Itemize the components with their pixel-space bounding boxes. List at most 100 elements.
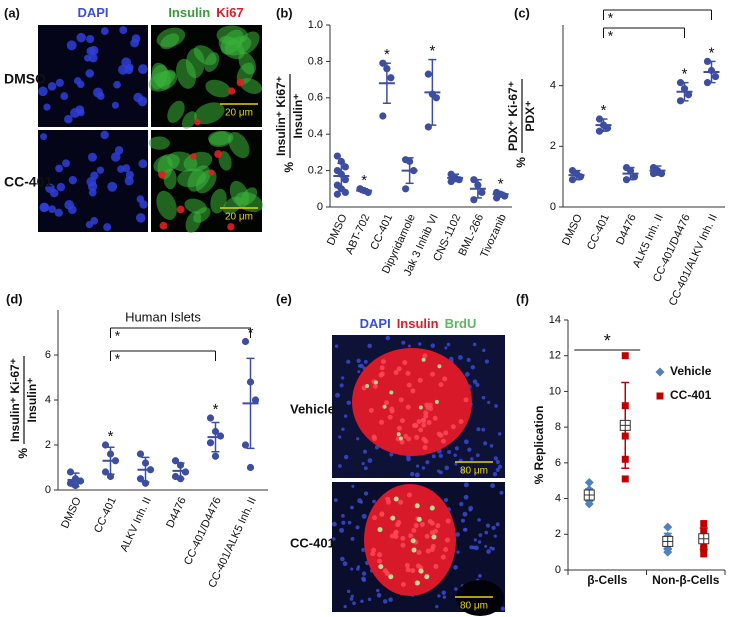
- nucleus: [429, 505, 435, 511]
- nucleus: [347, 520, 352, 525]
- nucleus: [477, 540, 482, 544]
- data-point: [387, 74, 395, 82]
- nucleus: [406, 382, 412, 388]
- nucleus: [423, 438, 429, 444]
- nucleus: [433, 563, 439, 569]
- nucleus: [471, 545, 476, 550]
- nucleus: [454, 587, 458, 591]
- nucleus: [438, 382, 444, 388]
- bracket-star: *: [608, 10, 614, 26]
- nucleus: [396, 425, 402, 431]
- nucleus: [491, 525, 496, 530]
- nucleus: [422, 353, 428, 359]
- nucleus: [481, 395, 486, 400]
- data-point: [684, 91, 693, 99]
- x-tick-label: DMSO: [560, 212, 585, 247]
- data-point: [241, 337, 250, 346]
- nucleus: [432, 415, 438, 421]
- nucleus: [443, 547, 449, 553]
- chart-title: Human Islets: [125, 309, 201, 324]
- nucleus: [367, 597, 372, 602]
- nucleus: [490, 483, 496, 488]
- nucleus: [45, 183, 55, 194]
- nucleus: [342, 561, 348, 567]
- channel-label: Insulin: [168, 5, 210, 20]
- channel-label: Insulin: [397, 316, 439, 331]
- nucleus: [444, 497, 449, 502]
- data-point: [424, 70, 432, 78]
- bracket-star: *: [608, 28, 614, 44]
- nucleus: [343, 454, 349, 460]
- nucleus: [441, 590, 446, 595]
- nucleus: [460, 468, 466, 473]
- nucleus: [379, 365, 385, 371]
- nucleus: [463, 482, 469, 488]
- x-tick-label: ALKV Inh. II: [118, 495, 154, 553]
- nucleus: [436, 469, 441, 473]
- nucleus: [47, 82, 57, 91]
- y-tick-label: 12: [549, 350, 561, 362]
- y-tick-label: 0: [45, 484, 51, 496]
- nucleus: [349, 597, 354, 601]
- significance-star: *: [709, 44, 715, 61]
- nucleus: [398, 499, 404, 505]
- significance-star: *: [361, 172, 367, 189]
- nucleus: [90, 171, 99, 180]
- nucleus: [373, 380, 378, 385]
- data-point: [630, 173, 639, 181]
- cell: [228, 131, 250, 159]
- scale-bar-label: 80 μm: [460, 601, 488, 612]
- panel-label: (f): [516, 291, 529, 306]
- nucleus: [100, 130, 109, 140]
- nucleus: [407, 492, 413, 498]
- y-tick-label: 0: [317, 201, 323, 213]
- nucleus: [487, 400, 491, 404]
- significance-star: *: [213, 401, 219, 418]
- nucleus: [111, 101, 119, 109]
- nucleus: [416, 419, 422, 425]
- significance-star: *: [384, 46, 390, 63]
- nucleus: [403, 433, 409, 439]
- nucleus: [470, 457, 474, 461]
- significance-star: *: [429, 43, 435, 60]
- x-tick-label: CC-401: [92, 495, 119, 534]
- nucleus: [405, 370, 411, 376]
- y-label-numerator: Insulin⁺ Ki67⁺: [274, 76, 288, 156]
- y-tick-label: 10: [549, 385, 561, 397]
- nucleus: [236, 78, 245, 87]
- nucleus: [431, 534, 437, 540]
- y-tick-label: 8: [555, 421, 561, 433]
- y-tick-label: 2: [555, 528, 561, 540]
- nucleus: [357, 498, 363, 504]
- nucleus: [435, 523, 441, 529]
- nucleus: [475, 453, 480, 458]
- y-label-numerator: Insulin⁺ Ki-67⁺: [8, 358, 22, 442]
- y-tick-label: 4: [550, 80, 556, 92]
- nucleus: [334, 344, 339, 348]
- cell: [240, 78, 263, 94]
- nucleus: [400, 535, 406, 541]
- y-axis-title: % Replication: [532, 406, 546, 485]
- nucleus: [335, 392, 340, 398]
- nucleus: [139, 200, 148, 209]
- nucleus: [399, 418, 405, 424]
- channel-label: Ki67: [216, 5, 243, 20]
- data-point: [432, 94, 440, 102]
- nucleus: [486, 549, 491, 554]
- nucleus: [350, 567, 354, 571]
- nucleus: [493, 534, 497, 538]
- data-point: [136, 475, 145, 483]
- bracket-star: *: [115, 351, 121, 367]
- nucleus: [453, 565, 458, 570]
- nucleus: [341, 514, 345, 518]
- data-point: [246, 463, 255, 472]
- nucleus: [350, 505, 354, 510]
- nucleus: [372, 499, 376, 504]
- cell: [218, 151, 232, 171]
- nucleus: [110, 152, 121, 162]
- nucleus: [43, 103, 51, 111]
- y-tick-label: 6: [555, 457, 561, 469]
- y-tick-label: 14: [549, 314, 561, 326]
- nucleus: [379, 371, 385, 377]
- nucleus: [386, 499, 392, 505]
